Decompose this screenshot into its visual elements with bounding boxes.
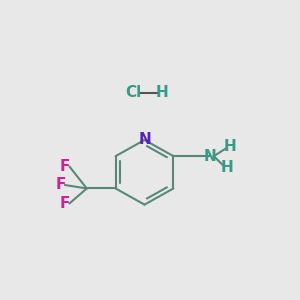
Text: F: F (60, 196, 70, 211)
Text: N: N (138, 132, 151, 147)
Text: H: H (155, 85, 168, 100)
Text: H: H (221, 160, 234, 175)
Text: F: F (60, 159, 70, 174)
Text: F: F (56, 178, 66, 193)
Text: N: N (204, 148, 217, 164)
Text: Cl: Cl (125, 85, 141, 100)
Text: H: H (224, 140, 236, 154)
